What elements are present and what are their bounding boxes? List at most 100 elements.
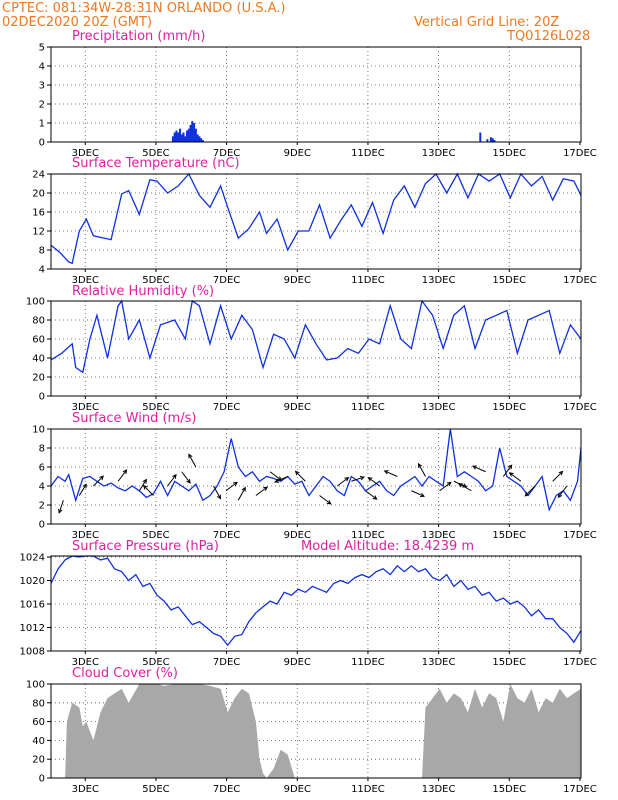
wind-arrow-head bbox=[186, 478, 191, 484]
header-grid-line: Vertical Grid Line: 20Z bbox=[414, 15, 560, 30]
x-tick-label: 17DEC bbox=[563, 784, 597, 795]
wind-arrow bbox=[558, 485, 568, 498]
wind-arrow bbox=[78, 484, 87, 496]
x-tick-label: 9DEC bbox=[284, 275, 311, 286]
x-tick-label: 3DEC bbox=[72, 148, 99, 159]
wind-arrow bbox=[188, 454, 197, 468]
wind-arrow-head bbox=[188, 453, 193, 459]
x-tick-label: 17DEC bbox=[563, 275, 597, 286]
wind-arrow-head bbox=[507, 464, 513, 470]
y-tick-label: 1016 bbox=[20, 600, 45, 611]
precip-bar bbox=[184, 136, 187, 142]
wind-arrow bbox=[509, 472, 522, 482]
wind-arrow bbox=[336, 477, 349, 487]
precip-bar bbox=[479, 132, 482, 142]
wind-arrow bbox=[418, 463, 426, 477]
x-tick-label: 13DEC bbox=[422, 784, 456, 795]
title-pressure: Surface Pressure (hPa) bbox=[72, 539, 219, 554]
x-tick-label: 5DEC bbox=[142, 530, 169, 541]
y-tick-label: 100 bbox=[26, 680, 45, 691]
y-tick-label: 4 bbox=[39, 482, 45, 493]
wind-arrow-head bbox=[508, 472, 514, 477]
x-tick-label: 13DEC bbox=[422, 657, 456, 668]
y-tick-label: 8 bbox=[39, 246, 45, 257]
precip-bar bbox=[196, 134, 199, 142]
wind-arrow-head bbox=[367, 476, 373, 482]
title-temperature: Surface Temperature (nC) bbox=[72, 156, 240, 171]
y-tick-label: 1008 bbox=[20, 647, 45, 658]
panel-frame-wind bbox=[50, 428, 582, 525]
wind-arrow-head bbox=[274, 478, 280, 483]
x-tick-label: 9DEC bbox=[284, 784, 311, 795]
y-tick-label: 1020 bbox=[20, 576, 45, 587]
y-tick-label: 6 bbox=[39, 463, 45, 474]
precip-bar bbox=[180, 134, 183, 142]
precip-bar bbox=[489, 137, 492, 142]
y-tick-label: 8 bbox=[39, 444, 45, 455]
wind-arrow bbox=[439, 481, 452, 492]
x-tick-label: 3DEC bbox=[72, 402, 99, 413]
title-precipitation: Precipitation (mm/h) bbox=[72, 29, 206, 44]
wind-arrow bbox=[143, 485, 154, 496]
wind-arrow-head bbox=[263, 486, 269, 491]
wind-arrow bbox=[472, 465, 486, 473]
y-tick-label: 24 bbox=[32, 170, 45, 181]
x-tick-label: 13DEC bbox=[422, 402, 456, 413]
cloud-area bbox=[51, 684, 581, 778]
wind-arrow bbox=[502, 464, 513, 477]
y-tick-label: 0 bbox=[39, 520, 45, 531]
wind-arrow bbox=[237, 487, 246, 501]
x-tick-label: 17DEC bbox=[563, 402, 597, 413]
x-tick-label: 7DEC bbox=[213, 148, 240, 159]
wind-arrow-head bbox=[417, 462, 423, 468]
wind-arrow-head bbox=[471, 465, 478, 470]
annotation-model-altitude: Model Altitude: 18.4239 m bbox=[301, 539, 475, 554]
series-line-press bbox=[50, 555, 582, 647]
x-tick-label: 13DEC bbox=[422, 275, 456, 286]
precip-bar bbox=[178, 128, 181, 142]
panel-frame-press bbox=[50, 555, 582, 652]
y-tick-label: 80 bbox=[32, 698, 45, 709]
x-tick-label: 11DEC bbox=[351, 657, 385, 668]
wind-arrow bbox=[524, 485, 536, 497]
wind-arrow bbox=[58, 500, 64, 514]
wind-arrow bbox=[295, 471, 306, 482]
y-tick-label: 40 bbox=[32, 354, 45, 365]
x-tick-label: 15DEC bbox=[492, 402, 526, 413]
wind-arrow bbox=[411, 490, 425, 497]
title-wind: Surface Wind (m/s) bbox=[72, 411, 197, 426]
x-tick-label: 7DEC bbox=[213, 657, 240, 668]
x-tick-label: 7DEC bbox=[213, 530, 240, 541]
precip-bar bbox=[186, 130, 189, 142]
x-tick-label: 15DEC bbox=[492, 275, 526, 286]
precip-bar bbox=[193, 123, 196, 142]
wind-arrow-head bbox=[344, 476, 350, 482]
precip-bar bbox=[194, 128, 197, 142]
panel-frame-temp bbox=[50, 173, 582, 270]
wind-arrow bbox=[225, 481, 238, 492]
wind-arrow-head bbox=[558, 470, 564, 476]
wind-arrow-head bbox=[277, 476, 283, 481]
x-tick-label: 9DEC bbox=[284, 148, 311, 159]
y-tick-label: 0 bbox=[39, 138, 45, 149]
x-tick-label: 9DEC bbox=[284, 402, 311, 413]
y-tick-label: 12 bbox=[32, 227, 45, 238]
wind-arrow-head bbox=[294, 470, 300, 476]
x-tick-label: 17DEC bbox=[563, 657, 597, 668]
y-tick-label: 1 bbox=[39, 119, 45, 130]
series-line-temp bbox=[50, 172, 582, 265]
x-tick-label: 11DEC bbox=[351, 148, 385, 159]
precip-bar bbox=[493, 140, 496, 142]
wind-arrow bbox=[213, 485, 221, 499]
wind-arrow-head bbox=[326, 500, 332, 505]
x-tick-label: 3DEC bbox=[72, 784, 99, 795]
x-tick-label: 7DEC bbox=[213, 402, 240, 413]
title-cloud-cover: Cloud Cover (%) bbox=[72, 666, 178, 681]
wind-arrow-head bbox=[557, 493, 563, 499]
precip-bar bbox=[200, 138, 203, 142]
x-tick-label: 5DEC bbox=[142, 275, 169, 286]
precip-bar bbox=[198, 136, 201, 142]
wind-arrow-head bbox=[446, 481, 452, 487]
panel-frame-cloud bbox=[50, 683, 582, 779]
wind-arrow-head bbox=[172, 473, 177, 479]
